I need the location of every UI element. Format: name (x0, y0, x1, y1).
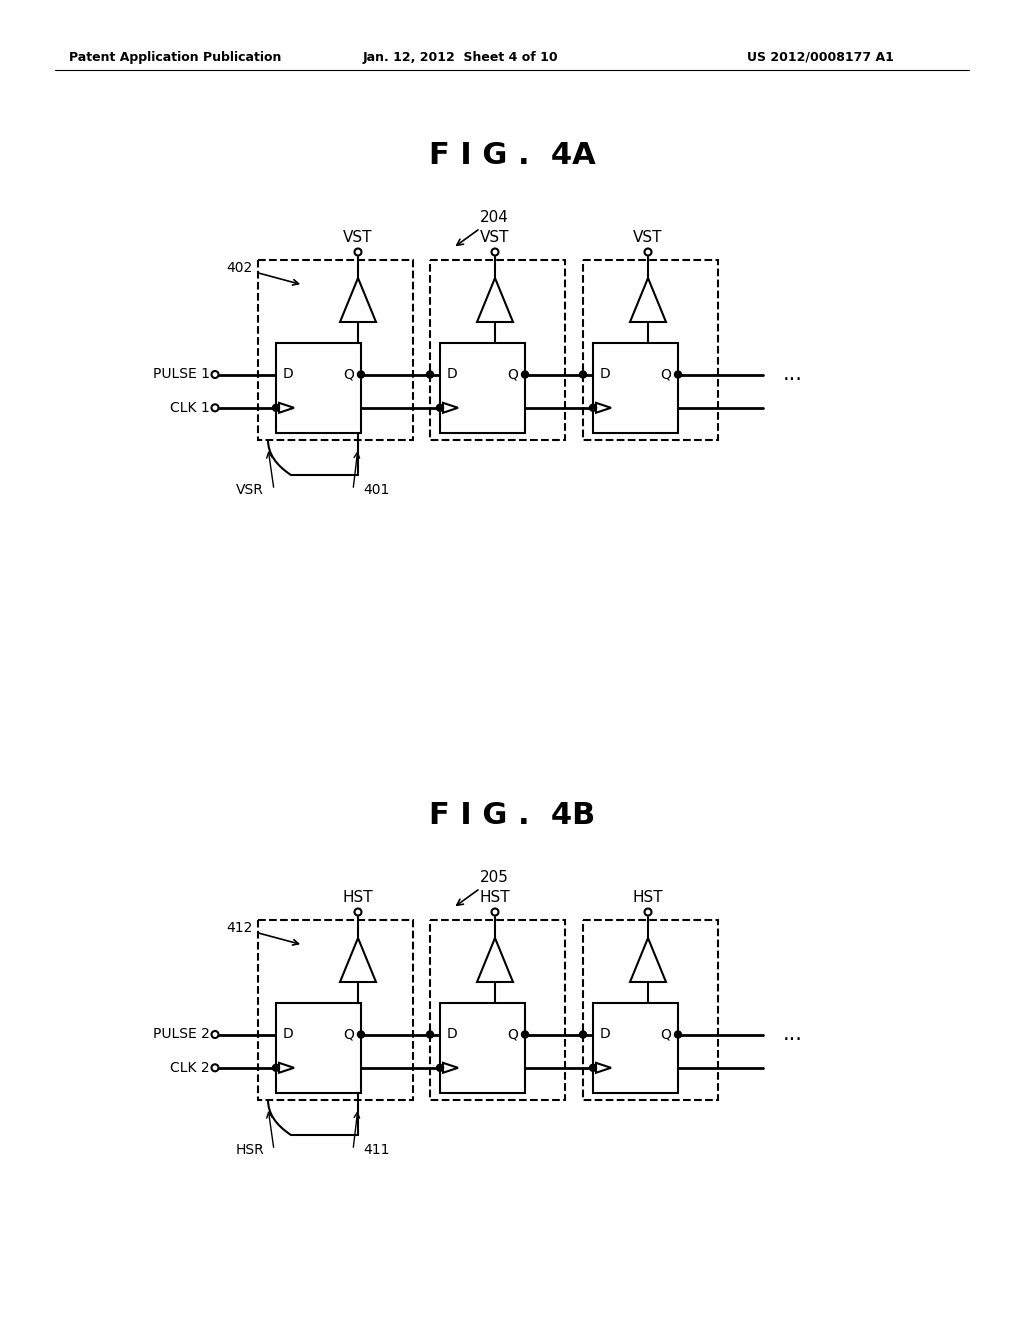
Text: VST: VST (343, 231, 373, 246)
Text: 204: 204 (457, 210, 509, 246)
Text: ...: ... (783, 364, 803, 384)
Text: 401: 401 (362, 483, 389, 498)
Text: D: D (447, 1027, 458, 1041)
Bar (258, 920, 413, 1100)
Text: VSR: VSR (237, 483, 264, 498)
Text: HSR: HSR (236, 1143, 264, 1158)
Circle shape (644, 908, 651, 916)
Circle shape (492, 248, 499, 256)
Polygon shape (630, 939, 666, 982)
Bar (593, 1003, 678, 1093)
Text: Jan. 12, 2012  Sheet 4 of 10: Jan. 12, 2012 Sheet 4 of 10 (362, 50, 558, 63)
Bar (430, 260, 565, 440)
Text: Q: Q (343, 367, 354, 381)
Polygon shape (596, 1063, 611, 1073)
Text: CLK 1: CLK 1 (170, 401, 210, 414)
Bar (430, 920, 565, 1100)
Text: D: D (447, 367, 458, 381)
Circle shape (521, 371, 528, 378)
Circle shape (644, 248, 651, 256)
Text: Q: Q (507, 1027, 518, 1041)
Polygon shape (477, 279, 513, 322)
Circle shape (357, 371, 365, 378)
Text: D: D (283, 367, 294, 381)
Text: HST: HST (343, 891, 374, 906)
Circle shape (212, 1064, 218, 1072)
Text: 205: 205 (457, 870, 509, 906)
Text: VST: VST (633, 231, 663, 246)
Polygon shape (477, 939, 513, 982)
Text: HST: HST (633, 891, 664, 906)
Polygon shape (630, 279, 666, 322)
Circle shape (675, 1031, 682, 1038)
Circle shape (354, 908, 361, 916)
Text: Q: Q (660, 1027, 671, 1041)
Text: 402: 402 (226, 261, 299, 285)
Text: D: D (600, 1027, 610, 1041)
Circle shape (436, 1064, 443, 1072)
Text: Q: Q (507, 367, 518, 381)
Text: F I G .  4B: F I G . 4B (429, 800, 595, 829)
Bar (593, 343, 678, 433)
Circle shape (427, 1031, 433, 1038)
Circle shape (590, 404, 597, 412)
Polygon shape (340, 939, 376, 982)
Polygon shape (340, 279, 376, 322)
Circle shape (675, 371, 682, 378)
Text: F I G .  4A: F I G . 4A (429, 140, 595, 169)
Text: VST: VST (480, 231, 510, 246)
Text: D: D (600, 367, 610, 381)
Polygon shape (279, 403, 294, 413)
Circle shape (590, 1064, 597, 1072)
Circle shape (272, 404, 280, 412)
Polygon shape (443, 1063, 458, 1073)
Circle shape (427, 371, 433, 378)
Text: Q: Q (660, 367, 671, 381)
Text: Patent Application Publication: Patent Application Publication (69, 50, 282, 63)
Circle shape (272, 1064, 280, 1072)
Circle shape (580, 371, 587, 378)
Polygon shape (443, 403, 458, 413)
Polygon shape (279, 1063, 294, 1073)
Text: 412: 412 (226, 921, 299, 945)
Bar (440, 343, 525, 433)
Circle shape (212, 1031, 218, 1038)
Text: PULSE 1: PULSE 1 (153, 367, 210, 381)
Text: Q: Q (343, 1027, 354, 1041)
Text: ...: ... (783, 1024, 803, 1044)
Bar (440, 1003, 525, 1093)
Circle shape (436, 404, 443, 412)
Bar (276, 1003, 361, 1093)
Circle shape (492, 908, 499, 916)
Bar (583, 920, 718, 1100)
Text: US 2012/0008177 A1: US 2012/0008177 A1 (746, 50, 893, 63)
Circle shape (521, 1031, 528, 1038)
Circle shape (354, 248, 361, 256)
Polygon shape (596, 403, 611, 413)
Text: 411: 411 (362, 1143, 389, 1158)
Circle shape (212, 404, 218, 412)
Circle shape (212, 371, 218, 378)
Bar (583, 260, 718, 440)
Circle shape (357, 1031, 365, 1038)
Text: PULSE 2: PULSE 2 (154, 1027, 210, 1041)
Bar (276, 343, 361, 433)
Text: D: D (283, 1027, 294, 1041)
Bar (258, 260, 413, 440)
Circle shape (580, 1031, 587, 1038)
Text: CLK 2: CLK 2 (170, 1061, 210, 1074)
Text: HST: HST (479, 891, 510, 906)
